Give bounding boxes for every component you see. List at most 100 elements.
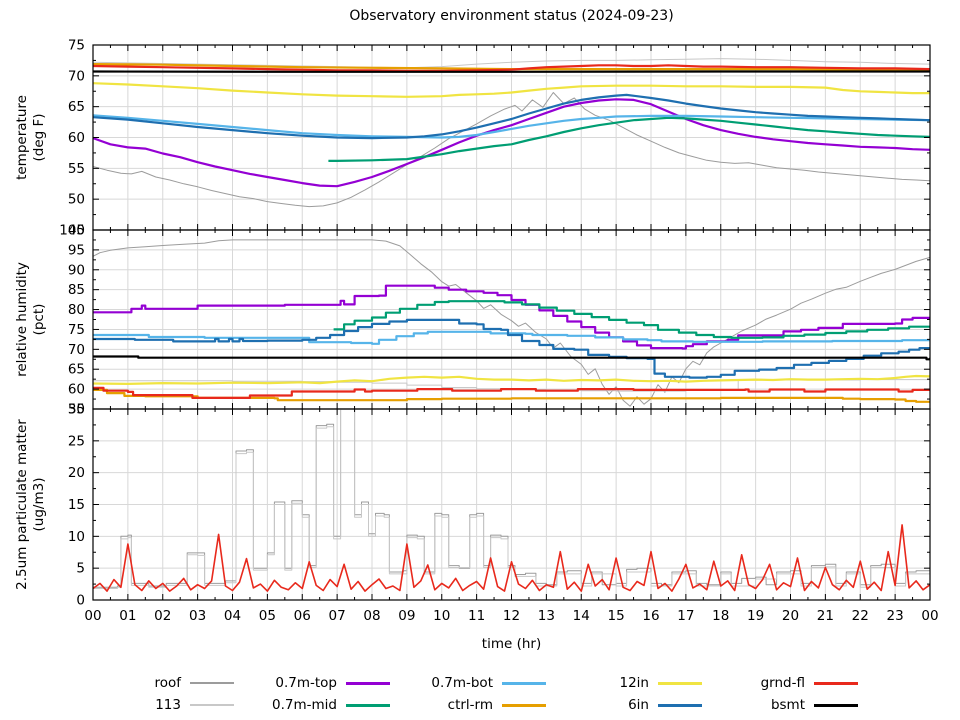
y-tick-label: 90 — [68, 262, 85, 278]
legend-swatch-113 — [190, 704, 234, 706]
svg-text:temperature: temperature — [14, 95, 30, 180]
y-tick-label: 80 — [68, 302, 85, 318]
y-tick-label: 95 — [68, 242, 85, 258]
y-tick-label: 0 — [76, 593, 85, 609]
series-grnd-fl-line — [93, 524, 930, 592]
legend-swatch-0.7m-bot — [502, 681, 546, 685]
x-tick-label: 22 — [852, 608, 869, 624]
legend-grid: roof 0.7m-top 0.7m-bot 12in grnd-fl 113 0.7m-m… — [90, 672, 870, 716]
legend-swatch-12in — [658, 681, 702, 685]
svg-text:(ug/m3): (ug/m3) — [31, 478, 47, 532]
x-tick-label: 15 — [608, 608, 625, 624]
series-0.7m-top-line — [93, 284, 930, 350]
legend-label-ctrl-rm: ctrl-rm — [447, 697, 493, 713]
y-tick-label: 55 — [68, 161, 85, 177]
series-roof-line — [93, 92, 930, 208]
legend-label-113: 113 — [155, 697, 181, 713]
series-0.7m-mid-line — [333, 300, 930, 339]
legend-swatch-bsmt — [814, 703, 858, 707]
x-tick-label: 06 — [294, 608, 311, 624]
y-tick-label: 5 — [76, 561, 85, 577]
x-tick-label: 10 — [433, 608, 450, 624]
y-tick-label: 65 — [68, 362, 85, 378]
legend-item-0.7m-mid: 0.7m-mid — [246, 697, 402, 713]
y-tick-label: 60 — [68, 130, 85, 146]
series-0.7m-mid-line — [328, 116, 930, 162]
series-6in-line — [93, 93, 930, 140]
x-tick-label: 18 — [712, 608, 729, 624]
x-tick-label: 17 — [677, 608, 694, 624]
y-tick-label: 85 — [68, 282, 85, 298]
y-tick-label: 65 — [68, 99, 85, 115]
x-tick-label: 12 — [503, 608, 520, 624]
y-tick-label: 30 — [68, 402, 85, 418]
chart-title: Observatory environment status (2024-09-… — [349, 8, 674, 24]
legend-swatch-ctrl-rm — [502, 703, 546, 707]
y-axis-label-temperature: temperature (deg F) — [14, 95, 47, 180]
legend-swatch-grnd-fl — [814, 681, 858, 685]
x-tick-label: 14 — [573, 608, 590, 624]
legend-swatch-0.7m-mid — [346, 703, 390, 707]
x-tick-label: 02 — [154, 608, 171, 624]
y-tick-label: 45 — [68, 223, 85, 239]
x-tick-label: 20 — [782, 608, 799, 624]
series-12in-line — [93, 82, 930, 98]
y-axis-label-particulate-matter: 2.5um particulate matter (ug/m3) — [14, 419, 47, 590]
legend-label-0.7m-mid: 0.7m-mid — [272, 697, 337, 713]
series-0.7m-top-line — [93, 98, 930, 188]
legend-swatch-roof — [190, 682, 234, 684]
x-tick-label: 03 — [189, 608, 206, 624]
legend-label-12in: 12in — [619, 675, 650, 691]
x-tick-label: 00 — [84, 608, 101, 624]
legend-label-roof: roof — [154, 675, 181, 691]
x-tick-label: 16 — [642, 608, 659, 624]
x-axis-label: time (hr) — [482, 636, 541, 652]
x-tick-label: 23 — [887, 608, 904, 624]
y-tick-label: 75 — [68, 322, 85, 338]
y-tick-label: 20 — [68, 465, 85, 481]
x-tick-label: 05 — [259, 608, 276, 624]
legend-label-grnd-fl: grnd-fl — [760, 675, 805, 691]
legend: roof 0.7m-top 0.7m-bot 12in grnd-fl 113 0.7m-m… — [0, 672, 960, 716]
x-tick-label: 13 — [538, 608, 555, 624]
y-tick-label: 25 — [68, 433, 85, 449]
legend-label-0.7m-bot: 0.7m-bot — [431, 675, 493, 691]
series-12in-line — [93, 374, 930, 385]
x-tick-label: 04 — [224, 608, 241, 624]
temperature-panel: 45 50 55 60 65 70 75 temperature (deg F) — [14, 38, 931, 239]
series-6in-line — [93, 318, 930, 379]
series-grnd-fl-line — [93, 64, 930, 72]
x-tick-label: 21 — [817, 608, 834, 624]
legend-swatch-0.7m-top — [346, 681, 390, 685]
y-axis-label-relative-humidity: relative humidity (pct) — [14, 262, 47, 377]
y-tick-label: 70 — [68, 68, 85, 84]
x-tick-label: 00 — [921, 608, 938, 624]
series-0.7m-bot-line — [93, 114, 930, 139]
legend-item-bsmt: bsmt — [714, 697, 870, 713]
legend-item-ctrl-rm: ctrl-rm — [402, 697, 558, 713]
svg-text:2.5um particulate matter: 2.5um particulate matter — [14, 419, 30, 590]
series-grnd-fl-line — [93, 386, 930, 399]
y-tick-label: 100 — [59, 223, 85, 239]
y-tick-label: 70 — [68, 342, 85, 358]
y-tick-label: 15 — [68, 497, 85, 513]
x-tick-label: 07 — [329, 608, 346, 624]
y-tick-label: 60 — [68, 382, 85, 398]
plot-area: 45 50 55 60 65 70 75 temperature (deg F) 55 60 65 70… — [14, 38, 939, 653]
legend-item-roof: roof — [90, 675, 246, 691]
legend-item-6in: 6in — [558, 697, 714, 713]
legend-item-0.7m-top: 0.7m-top — [246, 675, 402, 691]
relative-humidity-panel: 55 60 65 70 75 80 85 90 95 100 relative humidity (p… — [14, 223, 931, 418]
legend-item-113: 113 — [90, 697, 246, 713]
svg-text:(deg F): (deg F) — [31, 113, 47, 161]
y-tick-label: 55 — [68, 402, 85, 418]
legend-label-bsmt: bsmt — [770, 697, 805, 713]
y-tick-label: 50 — [68, 192, 85, 208]
x-tick-label: 09 — [398, 608, 415, 624]
legend-item-0.7m-bot: 0.7m-bot — [402, 675, 558, 691]
y-tick-label: 10 — [68, 529, 85, 545]
y-tick-label: 75 — [68, 38, 85, 54]
legend-label-6in: 6in — [628, 697, 649, 713]
